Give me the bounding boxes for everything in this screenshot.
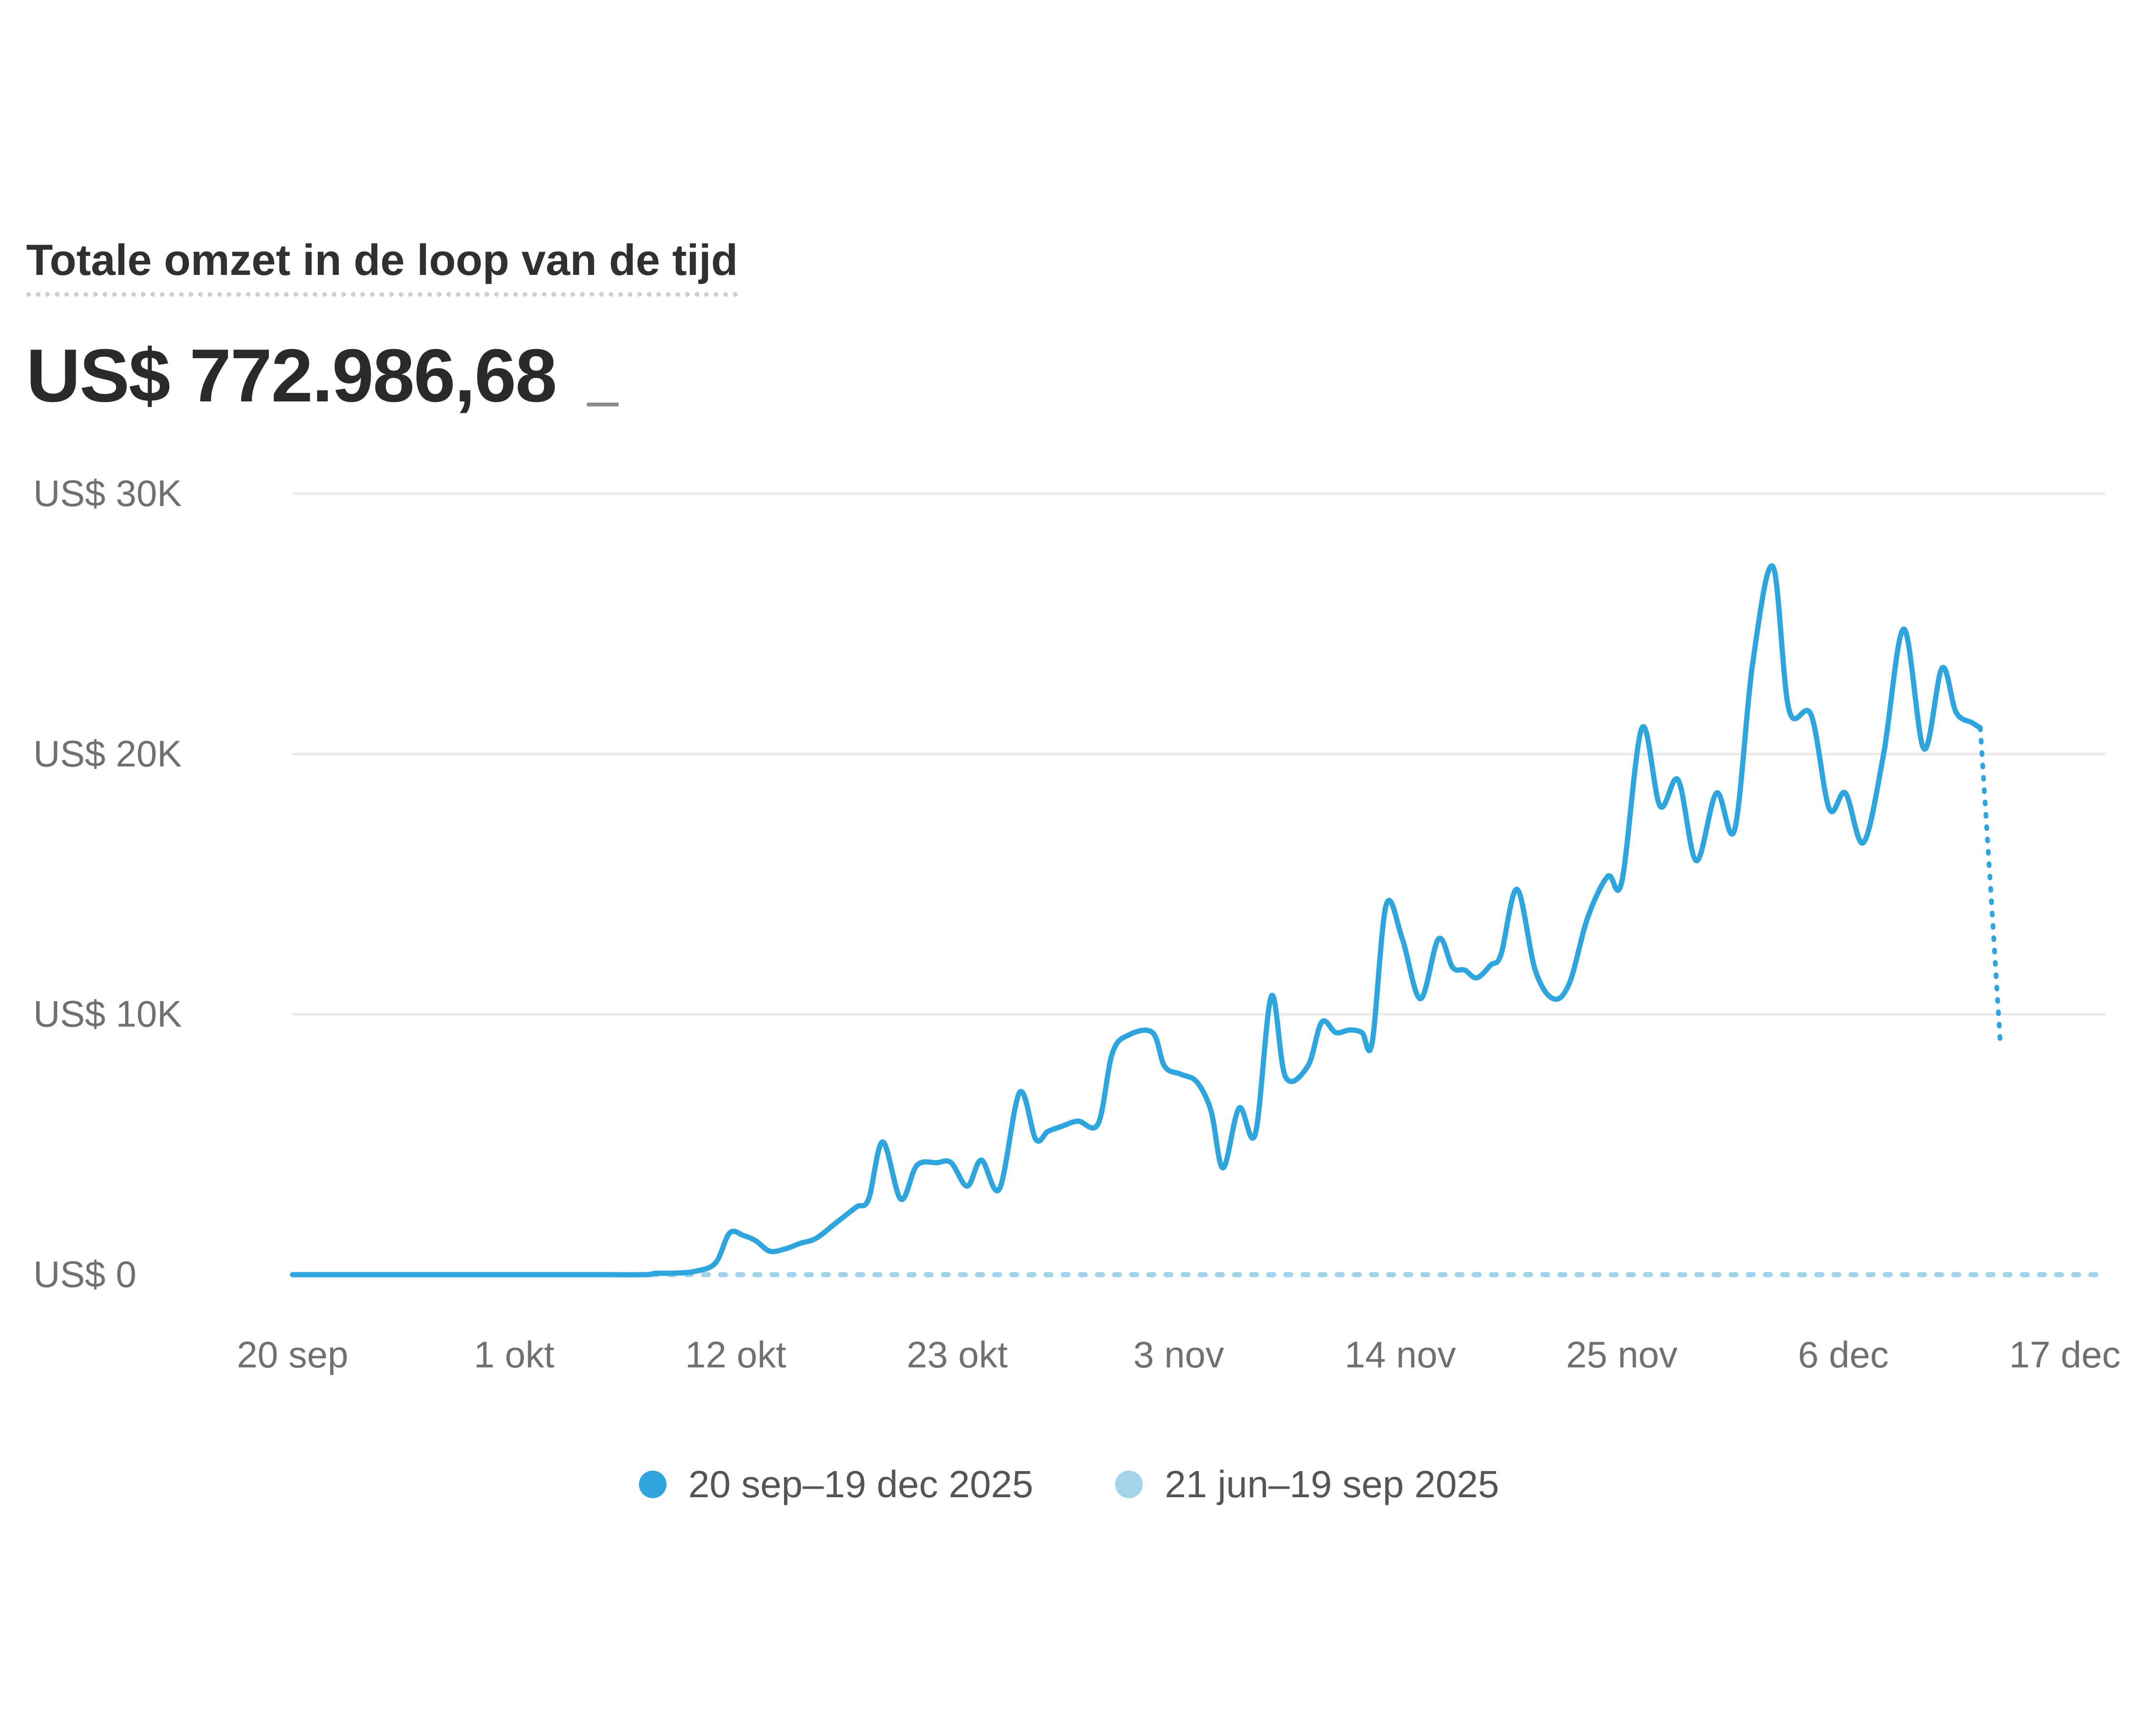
total-value: US$ 772.986,68 bbox=[26, 334, 557, 418]
x-tick-label: 14 nov bbox=[1344, 1334, 1456, 1375]
y-tick-label: US$ 10K bbox=[33, 993, 182, 1035]
y-axis-labels: US$ 0 US$ 10K US$ 20K US$ 30K bbox=[33, 472, 182, 1295]
y-tick-label: US$ 30K bbox=[33, 472, 182, 514]
x-axis-labels: 20 sep 1 okt 12 okt 23 okt 3 nov 14 nov 25 nov… bbox=[237, 1334, 2121, 1375]
line-chart[interactable]: US$ 0 US$ 10K US$ 20K US$ 30K 20 sep 1 okt 12… bbox=[0, 0, 2138, 1427]
gridlines bbox=[293, 492, 2105, 1016]
x-tick-label: 20 sep bbox=[237, 1334, 348, 1375]
total-row: US$ 772.986,68 – bbox=[26, 333, 618, 432]
series-line-current[interactable] bbox=[290, 563, 1983, 1278]
x-tick-label: 1 okt bbox=[474, 1334, 554, 1375]
legend-dot-current bbox=[638, 1471, 667, 1498]
legend: 20 sep–19 dec 2025 21 jun–19 sep 2025 bbox=[0, 1463, 2138, 1507]
chart-title[interactable]: Totale omzet in de loop van de tijd bbox=[26, 235, 738, 297]
x-tick-label: 25 nov bbox=[1566, 1334, 1677, 1375]
series-layer bbox=[290, 563, 2108, 1278]
x-tick-label: 17 dec bbox=[2009, 1334, 2120, 1375]
legend-item-current[interactable]: 20 sep–19 dec 2025 bbox=[638, 1463, 1033, 1506]
series-line-incomplete bbox=[1978, 725, 2003, 1048]
legend-label-previous: 21 jun–19 sep 2025 bbox=[1165, 1463, 1500, 1505]
x-tick-label: 3 nov bbox=[1133, 1334, 1224, 1375]
y-tick-label: US$ 0 bbox=[33, 1253, 137, 1295]
y-tick-label: US$ 20K bbox=[33, 732, 182, 774]
legend-dot-previous bbox=[1115, 1471, 1143, 1498]
change-indicator: – bbox=[587, 367, 619, 431]
legend-item-previous[interactable]: 21 jun–19 sep 2025 bbox=[1115, 1463, 1499, 1506]
legend-label-current: 20 sep–19 dec 2025 bbox=[688, 1463, 1033, 1505]
x-tick-label: 6 dec bbox=[1798, 1334, 1889, 1375]
x-tick-label: 12 okt bbox=[685, 1334, 786, 1375]
x-tick-label: 23 okt bbox=[907, 1334, 1008, 1375]
